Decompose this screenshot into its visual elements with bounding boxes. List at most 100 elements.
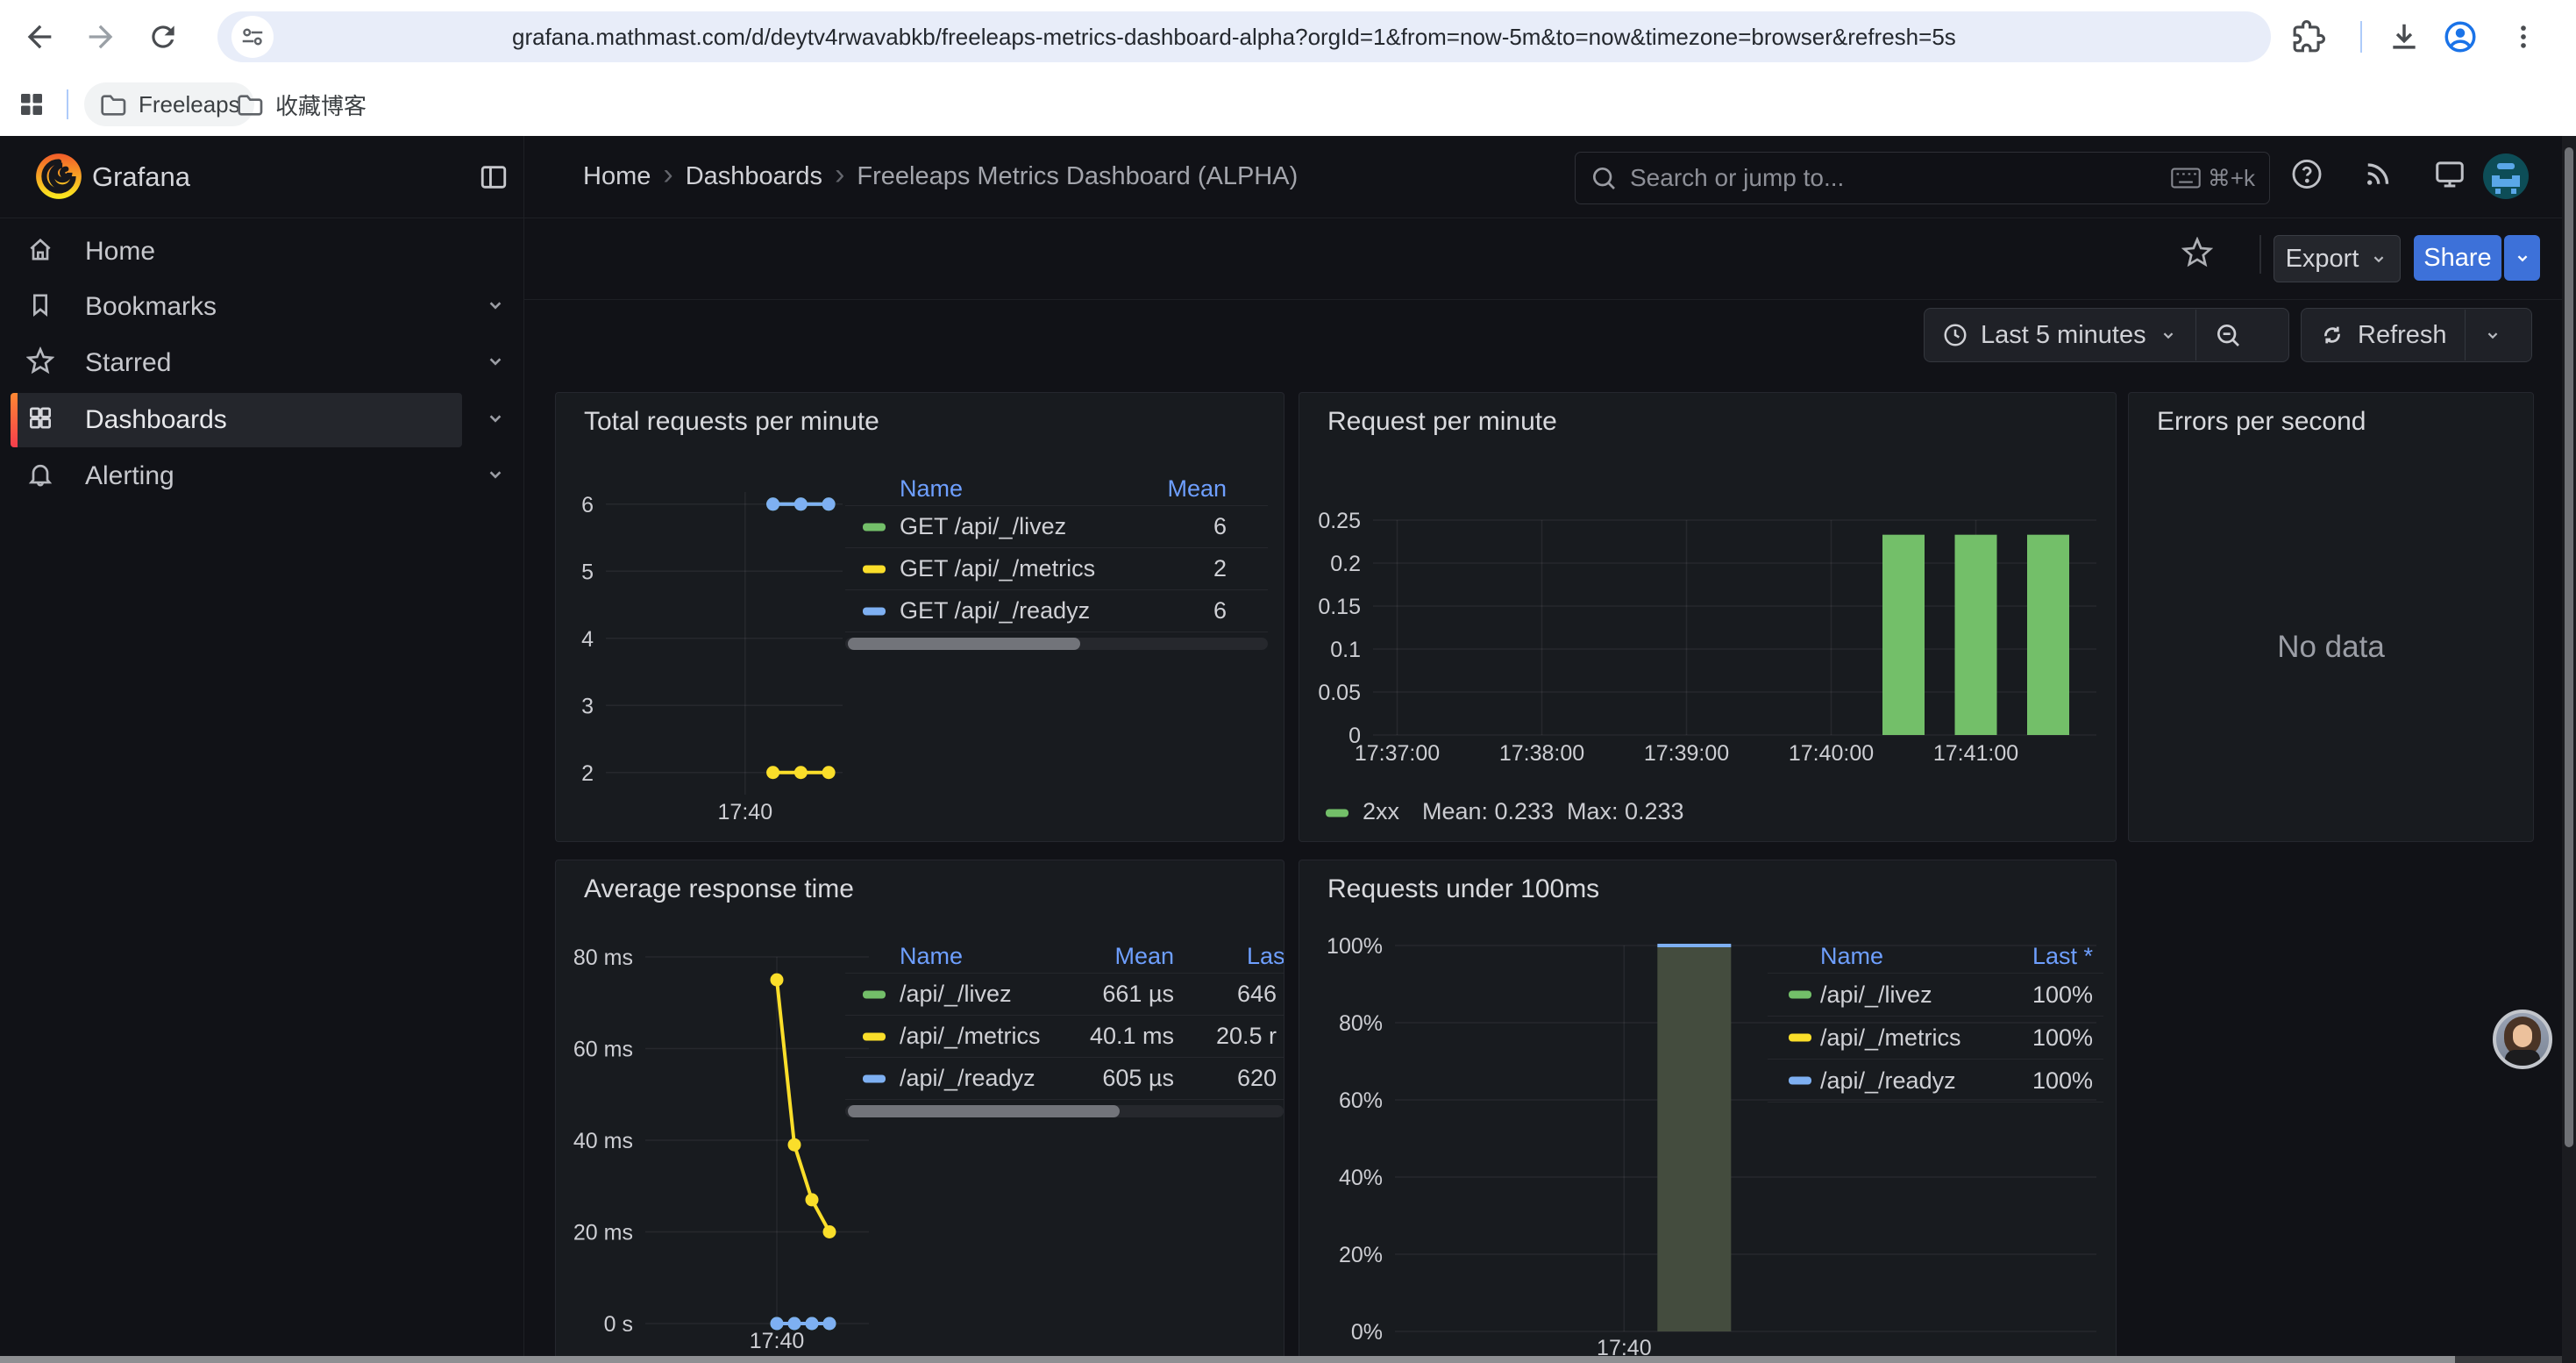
series-swatch-icon: [863, 1074, 886, 1082]
search-placeholder: Search or jump to...: [1630, 164, 1845, 191]
floating-assistant-avatar[interactable]: [2493, 1010, 2552, 1069]
forward-icon[interactable]: [83, 19, 118, 54]
breadcrumb: Home › Dashboards › Freeleaps Metrics Da…: [583, 136, 1298, 218]
zoom-out-icon: [2217, 325, 2239, 346]
refresh-button[interactable]: Refresh: [2302, 309, 2465, 361]
svg-text:17:40: 17:40: [718, 800, 773, 824]
legend-row[interactable]: /api/_/readyz 100%: [1768, 1060, 2103, 1103]
sidebar-item-home[interactable]: Home: [0, 225, 523, 279]
bookmark-folder-freeleaps[interactable]: Freeleaps: [84, 82, 254, 126]
help-icon[interactable]: [2290, 158, 2323, 196]
breadcrumb-dashboards[interactable]: Dashboards: [685, 162, 823, 190]
reload-icon[interactable]: [146, 20, 180, 54]
legend-table: Name Mean GET /api/_/livez 6 GET /api/_/metr…: [845, 472, 1268, 650]
time-range-picker[interactable]: Last 5 minutes: [1925, 309, 2195, 361]
legend-cell: 646: [1236, 981, 1277, 1007]
chevron-down-icon: [2374, 256, 2384, 263]
brand-name: Grafana: [92, 161, 191, 192]
legend-row[interactable]: /api/_/readyz 605 µs 620: [845, 1058, 1284, 1100]
grafana-logo[interactable]: [33, 151, 84, 206]
no-data-message: No data: [2277, 630, 2385, 664]
chevron-down-icon: [2517, 255, 2527, 262]
chevron-down-icon[interactable]: [484, 350, 507, 377]
apps-grid-icon[interactable]: [16, 89, 47, 125]
legend-row[interactable]: /api/_/metrics 100%: [1768, 1017, 2103, 1060]
sidebar-item-dashboards[interactable]: Dashboards: [0, 393, 523, 447]
share-button[interactable]: Share: [2414, 235, 2501, 281]
panel-title[interactable]: Errors per second: [2157, 407, 2366, 436]
panel-toggle-icon[interactable]: [479, 162, 509, 196]
legend-cell: GET /api/_/metrics: [900, 555, 1096, 582]
bookmark-folder-blogs[interactable]: 收藏博客: [221, 82, 381, 126]
legend-cell: /api/_/livez: [900, 981, 1012, 1007]
legend-header: Name Mean Las: [845, 939, 1284, 974]
folder-icon: [238, 95, 263, 116]
bookmarks-divider: [67, 89, 68, 119]
svg-text:6: 6: [581, 493, 594, 517]
panel-average-response-time: Average response time 80 ms 60 ms 40 ms 20 …: [555, 860, 1284, 1363]
series-name: 2xx: [1363, 798, 1400, 824]
panel-title[interactable]: Average response time: [584, 874, 854, 903]
menu-kebab-icon[interactable]: [2508, 22, 2538, 52]
breadcrumb-separator-icon: ›: [835, 158, 845, 191]
profile-icon[interactable]: [2442, 18, 2479, 55]
svg-text:0.1: 0.1: [1330, 638, 1361, 662]
legend-row[interactable]: GET /api/_/livez 6: [845, 506, 1268, 548]
chevron-down-icon[interactable]: [484, 294, 507, 321]
legend-cell: 620: [1236, 1065, 1277, 1091]
legend-cell: Mean: [1114, 943, 1174, 969]
svg-text:5: 5: [581, 560, 594, 584]
site-settings-icon[interactable]: [231, 16, 274, 58]
export-button[interactable]: Export: [2274, 235, 2401, 282]
chart-average-response-time: 80 ms 60 ms 40 ms 20 ms 0 s 17:40: [573, 946, 869, 1353]
share-dropdown-button[interactable]: [2504, 235, 2540, 281]
search-input[interactable]: Search or jump to... ⌘+k: [1575, 152, 2270, 204]
user-avatar[interactable]: [2483, 153, 2529, 199]
monitor-icon[interactable]: [2433, 158, 2466, 196]
svg-text:17:41:00: 17:41:00: [1933, 741, 2018, 766]
sidebar-active-highlight: [11, 393, 462, 447]
extensions-icon[interactable]: [2292, 20, 2325, 54]
keyboard-icon: [2171, 168, 2201, 189]
chevron-down-icon[interactable]: [484, 463, 507, 490]
panel-title[interactable]: Requests under 100ms: [1327, 874, 1600, 903]
group-divider: [2464, 310, 2466, 360]
sidebar-item-bookmarks[interactable]: Bookmarks: [0, 280, 523, 334]
download-icon[interactable]: [2387, 20, 2421, 54]
horizontal-scrollbar-thumb[interactable]: [0, 1356, 2455, 1363]
legend-inline[interactable]: 2xx Mean: 0.233 Max: 0.233: [1299, 798, 2116, 828]
legend-row[interactable]: /api/_/livez 661 µs 646: [845, 974, 1284, 1016]
legend-cell: Name: [900, 475, 964, 502]
zoom-out-button[interactable]: [2196, 309, 2259, 361]
rss-icon[interactable]: [2362, 159, 2394, 195]
legend-table: Name Last */api/_/livez 100%/api/_/metrics…: [1768, 939, 2103, 1103]
legend-row[interactable]: /api/_/livez 100%: [1768, 974, 2103, 1017]
legend-row[interactable]: /api/_/metrics 40.1 ms 20.5 r: [845, 1016, 1284, 1058]
back-icon[interactable]: [22, 19, 57, 54]
series-mean: Mean: 0.233: [1422, 798, 1555, 824]
chart-total-requests: 6 5 4 3 2 17:40: [581, 492, 843, 824]
legend-scrollbar-thumb[interactable]: [848, 1105, 1120, 1117]
legend-row[interactable]: GET /api/_/readyz 6: [845, 590, 1268, 632]
series-max: Max: 0.233: [1567, 798, 1684, 824]
legend-cell: /api/_/readyz: [900, 1065, 1035, 1091]
legend-scrollbar-thumb[interactable]: [848, 638, 1081, 650]
url-text: grafana.mathmast.com/d/deytv4rwavabkb/fr…: [512, 24, 1956, 50]
vertical-scrollbar-thumb[interactable]: [2565, 147, 2573, 1147]
svg-text:4: 4: [581, 627, 594, 652]
series-swatch-icon: [1789, 1033, 1811, 1042]
legend-row[interactable]: GET /api/_/metrics 2: [845, 548, 1268, 590]
sidebar-item-alerting[interactable]: Alerting: [0, 449, 523, 503]
folder-icon: [101, 95, 126, 116]
legend-cell: Name: [900, 943, 964, 969]
breadcrumb-home[interactable]: Home: [583, 162, 651, 190]
chevron-down-icon[interactable]: [484, 407, 507, 434]
refresh-interval-dropdown[interactable]: [2466, 309, 2520, 361]
legend-cell: 2: [1213, 555, 1227, 582]
address-bar[interactable]: grafana.mathmast.com/d/deytv4rwavabkb/fr…: [217, 11, 2271, 62]
favorite-star-icon[interactable]: [2181, 236, 2214, 273]
panel-title[interactable]: Request per minute: [1327, 407, 1557, 436]
panel-total-requests: Total requests per minute 6 5 4 3 2 17:40 Nam…: [555, 392, 1284, 842]
panel-title[interactable]: Total requests per minute: [584, 407, 879, 436]
sidebar-item-starred[interactable]: Starred: [0, 336, 523, 390]
